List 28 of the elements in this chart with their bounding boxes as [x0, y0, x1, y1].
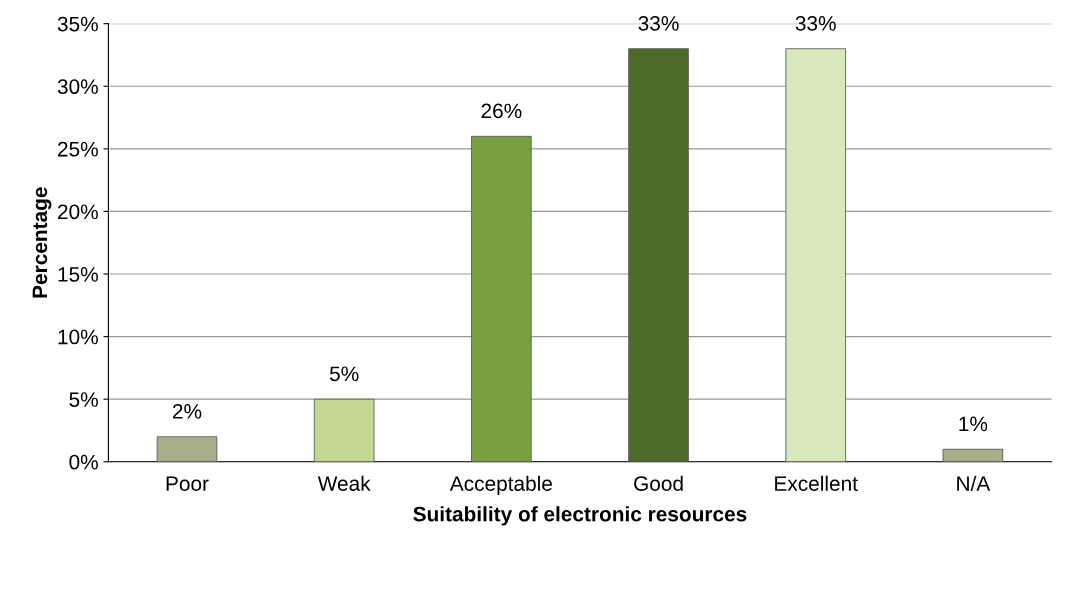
y-tick-label: 5% — [69, 392, 98, 407]
data-label: 26% — [481, 103, 522, 119]
bar — [628, 48, 689, 462]
x-tick-label: N/A — [957, 475, 991, 491]
y-tick-label: 10% — [58, 329, 98, 345]
x-tick-label: Acceptable — [449, 475, 552, 496]
y-tick-label: 0% — [69, 454, 98, 470]
y-tick-label: 15% — [58, 267, 98, 282]
data-label: 33% — [638, 15, 679, 31]
bar — [313, 398, 375, 462]
bar — [942, 448, 1004, 462]
y-tick-label: 20% — [58, 204, 98, 220]
y-axis-title: Percentage — [32, 187, 52, 298]
data-label: 33% — [795, 15, 836, 31]
y-tick-label: 25% — [58, 141, 98, 157]
data-label: 5% — [329, 366, 359, 382]
x-tick-label: Excellent — [775, 475, 858, 491]
bar — [785, 48, 846, 462]
data-label: 1% — [959, 416, 988, 432]
data-label: 2% — [172, 403, 202, 419]
x-tick-label: Poor — [166, 476, 209, 491]
x-tick-label: Weak — [317, 475, 371, 491]
bar — [471, 135, 532, 462]
y-tick-label: 35% — [57, 16, 98, 32]
x-tick-label: Good — [634, 475, 683, 491]
y-tick-label: 30% — [57, 79, 98, 95]
x-axis-title: Suitability of electronic resources — [413, 506, 747, 526]
bar — [156, 436, 218, 462]
